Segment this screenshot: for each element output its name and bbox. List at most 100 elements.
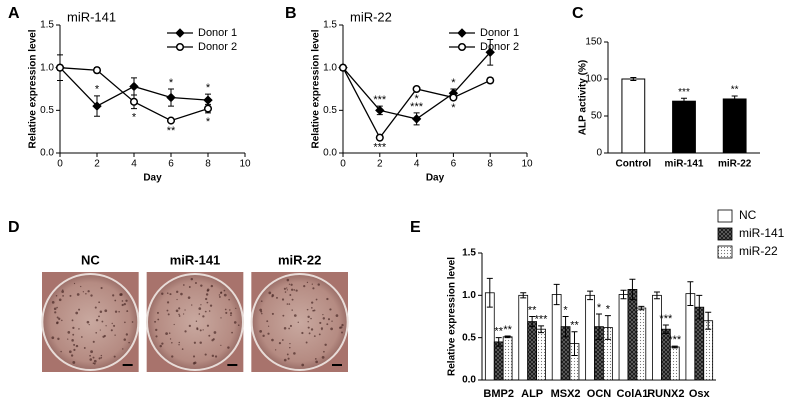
significance: *** bbox=[535, 314, 549, 326]
stain-dot bbox=[169, 293, 172, 296]
stain-dot bbox=[220, 344, 222, 346]
significance: * bbox=[132, 112, 137, 124]
stain-dot bbox=[155, 335, 158, 338]
stain-dot bbox=[154, 320, 157, 323]
stain-dot bbox=[200, 304, 202, 306]
stain-dot bbox=[98, 315, 100, 318]
stain-dot bbox=[62, 289, 64, 291]
stain-dot bbox=[176, 290, 179, 294]
stain-dot bbox=[199, 341, 202, 344]
stain-dot bbox=[283, 287, 286, 290]
stain-dot bbox=[176, 298, 178, 301]
data-point bbox=[55, 63, 65, 72]
stain-dot bbox=[290, 288, 294, 291]
stain-dot bbox=[76, 293, 80, 296]
culture-dish bbox=[146, 273, 244, 371]
y-tick-label: 0 bbox=[596, 148, 602, 159]
stain-dot bbox=[78, 328, 80, 330]
stain-dot bbox=[121, 300, 124, 302]
x-tick-label: OCN bbox=[587, 388, 612, 400]
stain-dot bbox=[237, 324, 240, 326]
y-tick-label: 1.5 bbox=[323, 20, 337, 31]
stain-dot bbox=[323, 350, 325, 353]
stain-dot bbox=[100, 354, 103, 357]
stain-dot bbox=[340, 326, 343, 329]
stain-dot bbox=[192, 355, 196, 358]
x-tick-label: RUNX2 bbox=[647, 388, 684, 400]
stain-dot bbox=[61, 290, 64, 293]
stain-dot bbox=[182, 313, 185, 315]
x-tick-label: ColA1 bbox=[617, 388, 649, 400]
stain-dot bbox=[188, 324, 191, 328]
stain-dot bbox=[274, 349, 277, 351]
bar bbox=[636, 307, 647, 381]
x-axis-label: Day bbox=[426, 173, 445, 184]
stain-dot bbox=[259, 330, 263, 333]
stain-dot bbox=[214, 355, 218, 358]
stain-dot bbox=[175, 309, 179, 313]
stain-dot bbox=[69, 294, 72, 297]
stain-dot bbox=[67, 331, 71, 334]
bar bbox=[627, 289, 638, 381]
stain-dot bbox=[193, 341, 196, 344]
stain-dot bbox=[205, 293, 209, 296]
x-tick-label: 0 bbox=[57, 159, 63, 170]
stain-dot bbox=[321, 355, 325, 359]
stain-dot bbox=[326, 297, 329, 301]
significance: *** bbox=[373, 141, 387, 153]
x-tick-label: BMP2 bbox=[483, 388, 514, 400]
legend-swatch bbox=[717, 209, 733, 223]
stain-dot bbox=[100, 286, 103, 290]
stain-dot bbox=[125, 333, 129, 336]
stain-dot bbox=[267, 332, 270, 335]
stain-dot bbox=[178, 344, 180, 346]
significance: * bbox=[563, 304, 568, 316]
stain-dot bbox=[54, 311, 57, 314]
stain-dot bbox=[204, 310, 207, 313]
stain-dot bbox=[307, 315, 310, 319]
data-point bbox=[166, 116, 176, 125]
stain-dot bbox=[119, 293, 123, 297]
stain-dot bbox=[51, 336, 55, 340]
stain-dot bbox=[288, 303, 291, 305]
stain-dot bbox=[180, 292, 183, 296]
y-axis-label: Relative expression level bbox=[311, 29, 322, 148]
stain-dot bbox=[301, 363, 305, 367]
scale-bar bbox=[332, 364, 342, 366]
stain-dot bbox=[208, 310, 211, 312]
stain-dot bbox=[178, 313, 180, 316]
bar bbox=[652, 294, 662, 381]
stain-dot bbox=[286, 287, 288, 289]
stain-dot bbox=[73, 343, 76, 346]
error-bar bbox=[596, 313, 602, 340]
stain-dot bbox=[266, 320, 269, 323]
stain-dot bbox=[320, 327, 324, 330]
stain-dot bbox=[184, 330, 187, 333]
significance: * bbox=[597, 302, 602, 314]
x-tick-label: 4 bbox=[414, 159, 420, 170]
stain-dot bbox=[278, 342, 282, 345]
stain-dot bbox=[313, 335, 316, 338]
stain-dot bbox=[301, 331, 304, 335]
stain-dot bbox=[220, 317, 222, 319]
x-tick-label: 2 bbox=[377, 159, 383, 170]
data-point bbox=[412, 84, 421, 94]
x-tick-label: Osx bbox=[689, 388, 711, 400]
legend-label: miR-141 bbox=[739, 226, 785, 240]
error-bar bbox=[705, 311, 712, 330]
panel-letter: B bbox=[285, 5, 297, 22]
stain-dot bbox=[218, 296, 221, 298]
stain-dot bbox=[223, 293, 227, 297]
stain-dot bbox=[313, 309, 316, 312]
x-tick-label: ALP bbox=[521, 388, 543, 400]
significance: ** bbox=[528, 304, 537, 316]
error-bar bbox=[486, 277, 493, 308]
stain-dot bbox=[72, 333, 75, 336]
stain-dot bbox=[71, 319, 74, 322]
x-tick-label: MSX2 bbox=[551, 388, 581, 400]
stain-dot bbox=[310, 317, 312, 320]
stain-dot bbox=[319, 321, 322, 325]
significance: * bbox=[451, 102, 456, 114]
bar bbox=[527, 321, 538, 381]
y-tick-label: 150 bbox=[585, 37, 602, 48]
